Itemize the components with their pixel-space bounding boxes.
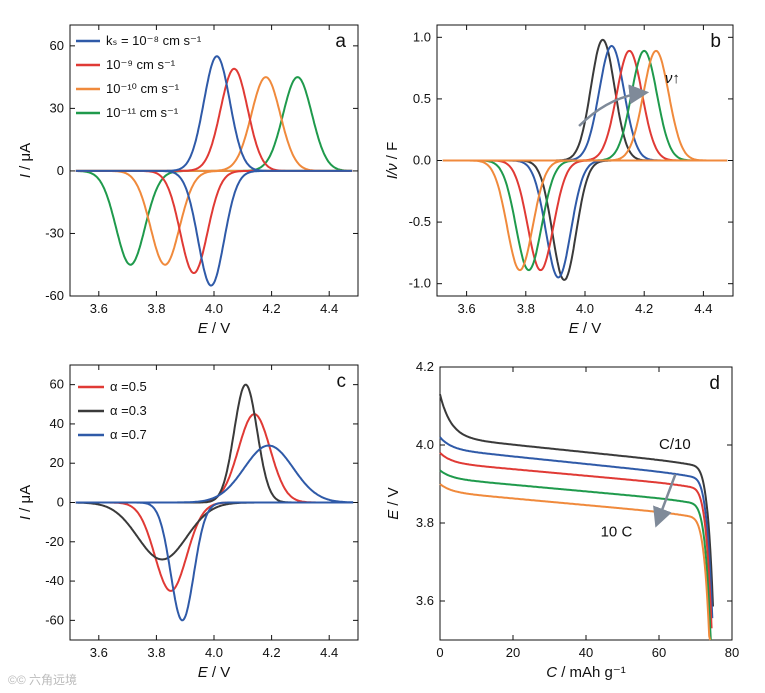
panel-a: 3.6 3.8 4.0 4.2 4.4 -60 -30 0 30 60 E / V I / μA a kₛ… (17, 24, 359, 337)
series-line-orange (439, 483, 712, 641)
legend-entry-red: α =0.5 (110, 379, 147, 394)
y-tick-label: -20 (45, 534, 64, 549)
y-tick-label: -60 (45, 288, 64, 303)
y-tick-label: 3.8 (416, 515, 434, 530)
x-axis-variable: E (569, 320, 580, 337)
x-axis-unit: / V (579, 320, 602, 337)
y-axis-unit: / V (385, 487, 402, 510)
y-axis-variable: I/ν (384, 163, 401, 179)
y-tick-label: 4.0 (416, 437, 434, 452)
y-tick-label: 20 (50, 455, 64, 470)
legend-entry-green: 10⁻¹¹ cm s⁻¹ (106, 105, 179, 120)
x-axis-label: E / V (569, 320, 602, 337)
plot-frame (439, 366, 733, 641)
y-tick-label: 60 (50, 38, 64, 53)
x-tick-label: 0 (436, 645, 443, 660)
y-tick-label: 4.2 (416, 359, 434, 374)
x-tick-label: 3.6 (90, 645, 108, 660)
annotation-c10: C/10 (659, 436, 691, 453)
y-tick-label: 30 (50, 100, 64, 115)
series-line-orange (442, 49, 728, 272)
x-tick-label: 60 (652, 645, 666, 660)
series-line-blue (75, 55, 353, 287)
x-tick-label: 3.8 (517, 301, 535, 316)
series-line-blue (75, 444, 354, 622)
watermark: ©© 六角远境 (8, 672, 77, 687)
y-tick-label: 1.0 (413, 29, 431, 44)
y-axis-label: I / μA (17, 143, 34, 178)
x-tick-label: 80 (725, 645, 739, 660)
y-axis-variable: I (17, 174, 34, 178)
y-axis-variable: I (17, 516, 34, 520)
panel-label: c (337, 371, 347, 392)
y-axis-label: I / μA (17, 485, 34, 520)
y-axis-unit: / F (384, 142, 401, 164)
x-tick-label: 4.4 (694, 301, 712, 316)
scan-rate-arrow (578, 84, 650, 127)
y-tick-label: 0.0 (413, 153, 431, 168)
legend-entry-orange: 10⁻¹⁰ cm s⁻¹ (106, 81, 180, 96)
x-tick-label: 3.8 (147, 645, 165, 660)
x-tick-label: 4.0 (205, 645, 223, 660)
series-line-dark (439, 394, 714, 607)
x-axis-variable: C (546, 664, 557, 681)
x-tick-label: 4.2 (263, 645, 281, 660)
y-tick-label: -1.0 (409, 276, 431, 291)
x-tick-label: 4.0 (205, 301, 223, 316)
x-axis-unit: / mAh g⁻¹ (557, 664, 626, 681)
x-axis-variable: E (198, 664, 209, 681)
x-tick-label: 40 (579, 645, 593, 660)
legend-entry-blue: kₛ = 10⁻⁸ cm s⁻¹ (106, 33, 202, 48)
panel-b: 3.6 3.8 4.0 4.2 4.4 -1.0 -0.5 0.0 0.5 1.0 E / V I/ν… (384, 24, 734, 337)
x-axis-variable: E (198, 320, 209, 337)
y-tick-label: -60 (45, 612, 64, 627)
y-tick-label: 60 (50, 377, 64, 392)
x-axis-unit: / V (208, 320, 231, 337)
annotation-10c: 10 C (601, 524, 633, 541)
x-tick-label: 3.6 (90, 301, 108, 316)
y-tick-label: 3.6 (416, 593, 434, 608)
y-axis-label: I/ν / F (384, 142, 401, 180)
y-tick-label: -0.5 (409, 214, 431, 229)
y-axis-label: E / V (385, 487, 402, 520)
y-tick-label: 0 (57, 163, 64, 178)
y-tick-label: -30 (45, 225, 64, 240)
panel-label: b (710, 31, 721, 52)
panel-c: 3.6 3.8 4.0 4.2 4.4 -60 -40 -20 0 20 40 60 E / V I / … (17, 364, 359, 681)
x-tick-label: 20 (506, 645, 520, 660)
x-axis-unit: / V (208, 664, 231, 681)
y-axis-unit: / μA (17, 143, 34, 174)
legend-entry-blue: α =0.7 (110, 427, 147, 442)
rate-arrow (653, 473, 677, 528)
legend-entry-red: 10⁻⁹ cm s⁻¹ (106, 57, 176, 72)
y-tick-label: 40 (50, 416, 64, 431)
x-tick-label: 4.2 (263, 301, 281, 316)
x-tick-label: 4.4 (320, 645, 338, 660)
x-tick-label: 3.6 (458, 301, 476, 316)
y-tick-label: 0 (57, 495, 64, 510)
x-axis-label: E / V (198, 320, 231, 337)
panel-d: 0 20 40 60 803.63.84.04.2C / mAh g⁻¹E / VdC/… (385, 359, 739, 681)
x-tick-label: 4.2 (635, 301, 653, 316)
x-axis-label: C / mAh g⁻¹ (546, 664, 626, 681)
series-line-red (439, 452, 713, 629)
y-tick-label: -40 (45, 573, 64, 588)
x-tick-label: 4.0 (576, 301, 594, 316)
series-line-blue (439, 436, 714, 619)
x-tick-label: 4.4 (320, 301, 338, 316)
panel-label: d (709, 373, 720, 394)
scan-rate-annotation: ν↑ (665, 70, 680, 87)
legend-entry-dark: α =0.3 (110, 403, 147, 418)
panel-label: a (335, 31, 346, 52)
x-axis-label: E / V (198, 664, 231, 681)
y-tick-label: 0.5 (413, 91, 431, 106)
x-tick-label: 3.8 (147, 301, 165, 316)
y-axis-variable: E (385, 509, 402, 520)
y-axis-unit: / μA (17, 485, 34, 516)
